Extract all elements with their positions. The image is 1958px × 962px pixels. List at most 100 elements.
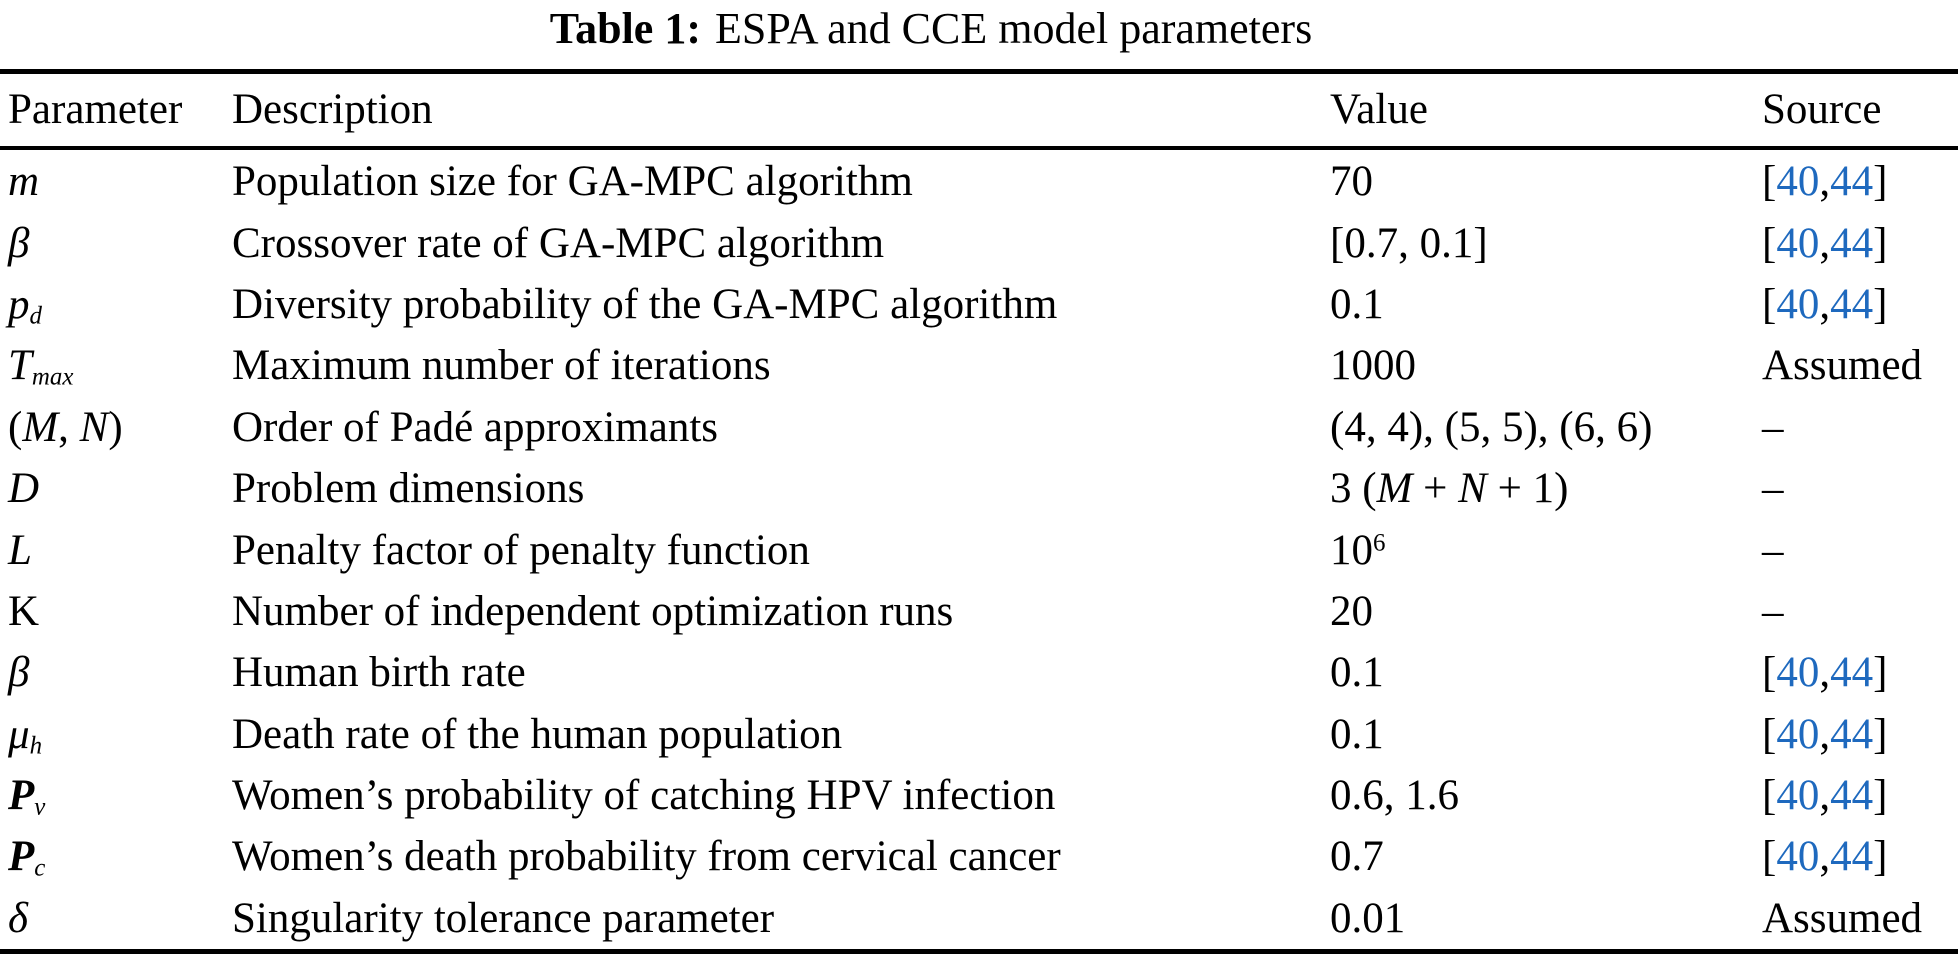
value-cell: 0.01 [1330,894,1762,943]
citation-link[interactable]: 40 [1776,280,1820,328]
table-row: Tmax Maximum number of iterations 1000 A… [0,335,1950,396]
text-part: – [1762,526,1784,574]
citation-link[interactable]: 44 [1830,158,1874,206]
text-part: M [22,403,59,451]
text-part: – [1762,587,1784,635]
text-part: ] [1873,710,1888,758]
text-part: μ [8,710,30,758]
text-part: max [31,363,74,391]
text-part: D [8,465,40,513]
text-part: v [34,793,46,821]
text-part: , [1819,772,1831,820]
text-part: – [1762,403,1784,451]
description-cell: Women’s death probability from cervical … [232,833,1061,881]
table-row: L Penalty factor of penalty function 106… [0,519,1950,580]
text-part: d [29,302,42,330]
text-part: – [1762,465,1784,513]
text-part: (4, 4), (5, 5), (6, 6) [1330,403,1653,451]
source-cell: – [1762,403,1950,452]
text-part: [ [1762,833,1777,881]
text-part: [ [1762,772,1777,820]
param-cell: m [8,157,232,206]
table-body: m Population size for GA-MPC algorithm 7… [0,151,1950,949]
text-part: , [1819,280,1831,328]
citation-link[interactable]: 44 [1830,219,1874,267]
table-top-rule [0,69,1958,74]
value-cell: 1000 [1330,341,1762,390]
text-part: , [1819,649,1831,697]
text-part: m [8,158,40,206]
param-cell: Pv [8,771,232,820]
description-cell: Maximum number of iterations [232,342,771,390]
column-header-source: Source [1762,85,1882,133]
text-part: 10 [1330,526,1373,574]
citation-link[interactable]: 40 [1776,772,1820,820]
description-cell: Diversity probability of the GA-MPC algo… [232,280,1058,328]
param-cell: μh [8,710,232,759]
param-cell: β [8,219,232,268]
param-cell: δ [8,894,232,943]
value-cell: 0.1 [1330,648,1762,697]
value-cell: 3 (M + N + 1) [1330,464,1762,513]
table-header-row: Parameter Description Value Source [0,74,1958,144]
citation-link[interactable]: 40 [1776,710,1820,758]
param-cell: L [8,526,232,575]
table-row: β Crossover rate of GA-MPC algorithm [0.… [0,212,1950,273]
text-part: 0.6, 1.6 [1330,772,1459,820]
citation-link[interactable]: 40 [1776,158,1820,206]
source-cell: [40,44] [1762,157,1950,206]
text-part: c [34,854,46,882]
text-part: 1000 [1330,342,1416,390]
text-part: , [1819,158,1831,206]
text-part: 20 [1330,587,1373,635]
param-cell: (M, N) [8,403,232,452]
citation-link[interactable]: 44 [1830,833,1874,881]
text-part: 0.1 [1330,710,1384,758]
text-part: , [1819,710,1831,758]
description-cell: Human birth rate [232,649,526,697]
citation-link[interactable]: 40 [1776,833,1820,881]
source-cell: Assumed [1762,894,1950,943]
citation-link[interactable]: 44 [1830,649,1874,697]
citation-link[interactable]: 40 [1776,649,1820,697]
text-part: p [8,280,30,328]
value-cell: 0.1 [1330,280,1762,329]
citation-link[interactable]: 44 [1830,772,1874,820]
source-cell: – [1762,587,1950,636]
text-part: + 1) [1486,465,1569,513]
column-header-value: Value [1330,85,1428,133]
text-part: M [1376,465,1413,513]
text-part: ] [1873,219,1888,267]
text-part: Assumed [1762,894,1923,942]
text-part: [ [1762,649,1777,697]
source-cell: [40,44] [1762,280,1950,329]
table-row: δ Singularity tolerance parameter 0.01 A… [0,888,1950,949]
citation-link[interactable]: 44 [1830,710,1874,758]
table-caption-text: ESPA and CCE model parameters [714,4,1313,53]
text-part: 0.1 [1330,280,1384,328]
value-cell: 20 [1330,587,1762,636]
table-row: D Problem dimensions 3 (M + N + 1) – [0,458,1950,519]
source-cell: Assumed [1762,341,1950,390]
citation-link[interactable]: 40 [1776,219,1820,267]
value-cell: [0.7, 0.1] [1330,219,1762,268]
param-cell: D [8,464,232,513]
description-cell: Order of Padé approximants [232,403,718,451]
citation-link[interactable]: 44 [1830,280,1874,328]
text-part: N [1458,465,1487,513]
text-part: ) [108,403,123,451]
text-part: 0.7 [1330,833,1384,881]
text-part: [0.7, 0.1] [1330,219,1488,267]
text-part: ] [1873,158,1888,206]
description-cell: Singularity tolerance parameter [232,894,775,942]
description-cell: Population size for GA-MPC algorithm [232,158,913,206]
source-cell: – [1762,464,1950,513]
description-cell: Problem dimensions [232,465,585,513]
text-part: ] [1873,772,1888,820]
text-part: [ [1762,219,1777,267]
text-part: K [8,587,40,635]
text-part: , [1819,833,1831,881]
column-header-parameter: Parameter [8,85,183,133]
text-part: T [8,342,32,390]
